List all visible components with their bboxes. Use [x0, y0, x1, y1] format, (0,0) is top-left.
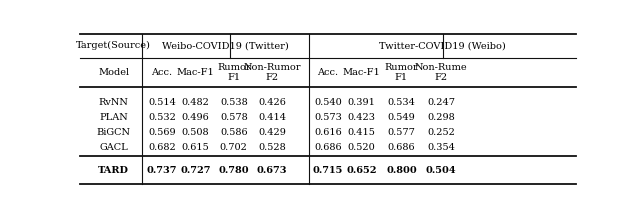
Text: BiGCN: BiGCN: [97, 128, 131, 137]
Text: 0.573: 0.573: [314, 113, 342, 122]
Text: 0.298: 0.298: [428, 113, 455, 122]
Text: TARD: TARD: [99, 166, 129, 175]
Text: 0.569: 0.569: [148, 128, 175, 137]
Text: Non-Rume
F2: Non-Rume F2: [415, 63, 467, 82]
Text: 0.652: 0.652: [346, 166, 377, 175]
Text: 0.429: 0.429: [258, 128, 286, 137]
Text: PLAN: PLAN: [99, 113, 128, 122]
Text: Model: Model: [98, 68, 129, 77]
Text: 0.482: 0.482: [182, 98, 209, 107]
Text: 0.496: 0.496: [182, 113, 209, 122]
Text: Acc.: Acc.: [317, 68, 339, 77]
Text: 0.514: 0.514: [148, 98, 176, 107]
Text: Weibo-COVID19 (Twitter): Weibo-COVID19 (Twitter): [163, 41, 289, 50]
Text: 0.540: 0.540: [314, 98, 342, 107]
Text: 0.737: 0.737: [147, 166, 177, 175]
Text: 0.415: 0.415: [348, 128, 376, 137]
Text: 0.715: 0.715: [313, 166, 343, 175]
Text: 0.423: 0.423: [348, 113, 376, 122]
Text: 0.727: 0.727: [180, 166, 211, 175]
Text: 0.354: 0.354: [427, 143, 455, 152]
Text: Target(Source): Target(Source): [76, 41, 151, 50]
Text: 0.616: 0.616: [314, 128, 342, 137]
Text: 0.538: 0.538: [220, 98, 248, 107]
Text: Rumor
F1: Rumor F1: [217, 63, 251, 82]
Text: GACL: GACL: [99, 143, 128, 152]
Text: 0.520: 0.520: [348, 143, 376, 152]
Text: RvNN: RvNN: [99, 98, 129, 107]
Text: 0.414: 0.414: [258, 113, 286, 122]
Text: 0.780: 0.780: [218, 166, 249, 175]
Text: 0.528: 0.528: [258, 143, 286, 152]
Text: 0.391: 0.391: [348, 98, 376, 107]
Text: 0.586: 0.586: [220, 128, 248, 137]
Text: Mac-F1: Mac-F1: [177, 68, 214, 77]
Text: Twitter-COVID19 (Weibo): Twitter-COVID19 (Weibo): [380, 41, 506, 50]
Text: Rumor
F1: Rumor F1: [385, 63, 418, 82]
Text: 0.682: 0.682: [148, 143, 176, 152]
Text: 0.247: 0.247: [427, 98, 455, 107]
Text: 0.534: 0.534: [387, 98, 415, 107]
Text: Mac-F1: Mac-F1: [343, 68, 381, 77]
Text: 0.800: 0.800: [386, 166, 417, 175]
Text: 0.508: 0.508: [182, 128, 209, 137]
Text: 0.673: 0.673: [257, 166, 287, 175]
Text: 0.702: 0.702: [220, 143, 248, 152]
Text: 0.549: 0.549: [388, 113, 415, 122]
Text: Non-Rumor
F2: Non-Rumor F2: [243, 63, 301, 82]
Text: 0.578: 0.578: [220, 113, 248, 122]
Text: 0.426: 0.426: [258, 98, 286, 107]
Text: 0.532: 0.532: [148, 113, 176, 122]
Text: 0.686: 0.686: [388, 143, 415, 152]
Text: 0.504: 0.504: [426, 166, 456, 175]
Text: 0.615: 0.615: [182, 143, 209, 152]
Text: 0.577: 0.577: [387, 128, 415, 137]
Text: 0.686: 0.686: [314, 143, 342, 152]
Text: 0.252: 0.252: [427, 128, 455, 137]
Text: Acc.: Acc.: [151, 68, 172, 77]
